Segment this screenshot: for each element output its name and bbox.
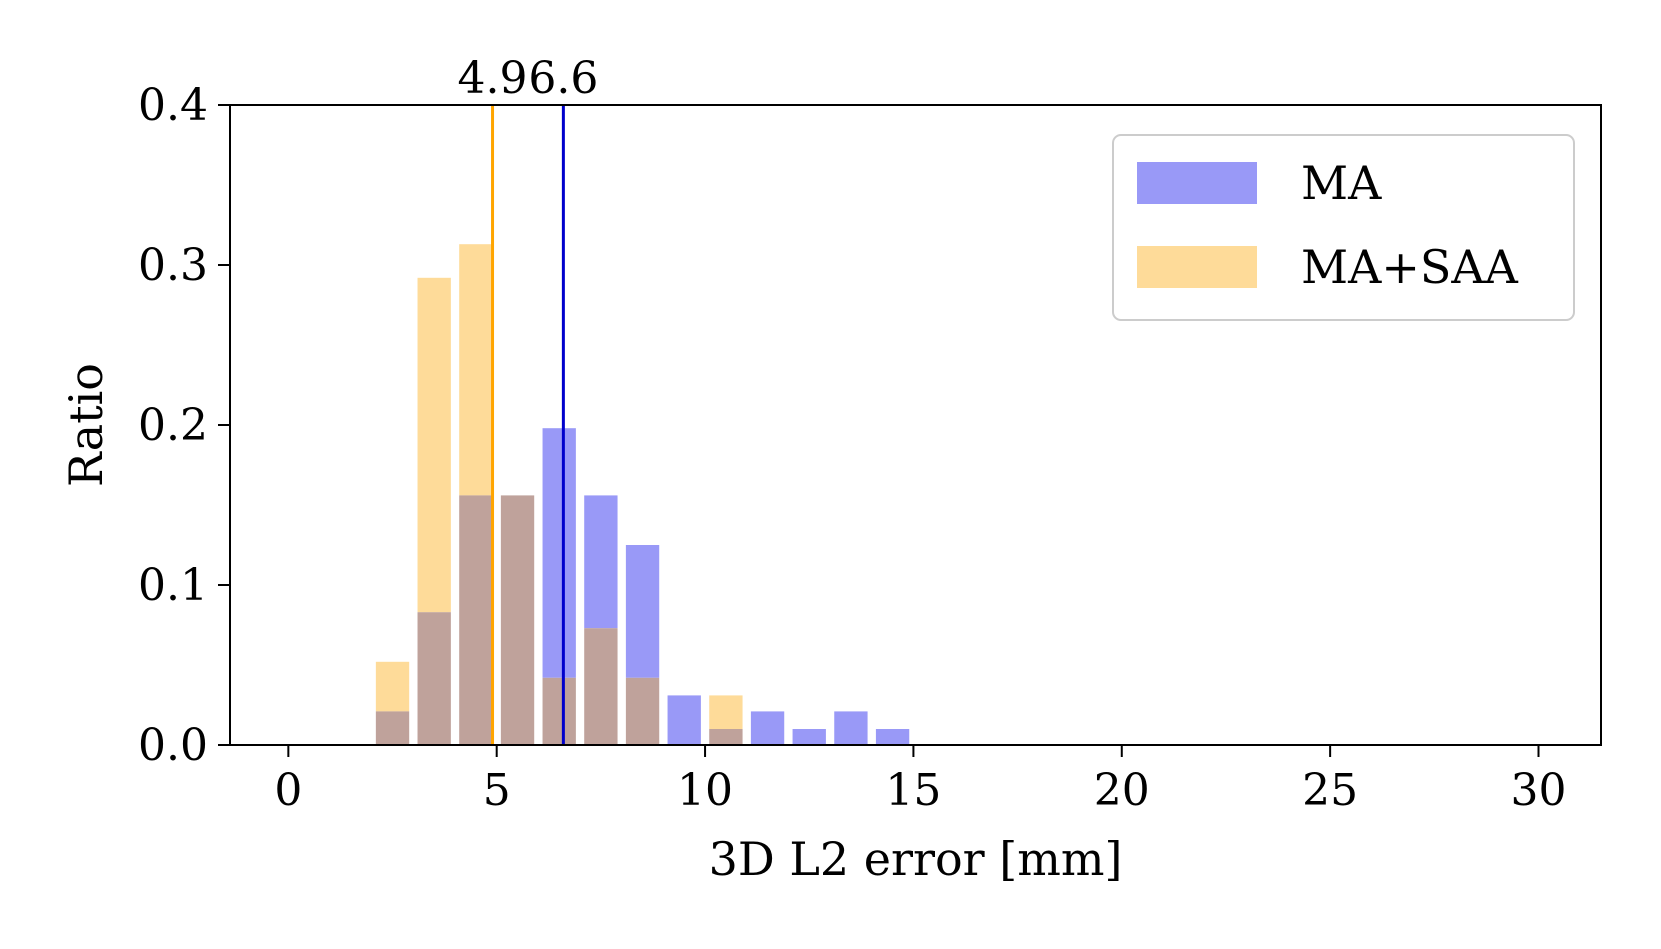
- bar-ma: [792, 729, 826, 745]
- bars-layer: [375, 244, 910, 745]
- x-tick-label: 20: [1094, 765, 1150, 816]
- bar-ma-saa: [459, 244, 493, 496]
- y-axis: 0.0 0.1 0.2 0.3 0.4: [138, 80, 230, 771]
- legend-label: MA+SAA: [1301, 240, 1519, 294]
- bar-ma: [584, 495, 618, 629]
- x-tick-label: 15: [885, 765, 941, 816]
- bar-ma: [542, 428, 576, 678]
- bar-ma: [875, 729, 910, 745]
- bar-ma-saa: [709, 695, 743, 729]
- x-tick-label: 0: [274, 765, 302, 816]
- x-tick-label: 25: [1302, 765, 1358, 816]
- y-tick-label: 0.1: [138, 560, 208, 611]
- x-tick-label: 5: [483, 765, 511, 816]
- x-axis-label: 3D L2 error [mm]: [709, 832, 1123, 886]
- mean-lines-layer: 4.9 6.6: [458, 53, 598, 745]
- y-axis-label: Ratio: [59, 363, 113, 487]
- bar-ma: [667, 695, 701, 745]
- bar-ma-saa: [417, 277, 451, 613]
- bar-overlap: [709, 729, 743, 745]
- legend: MA MA+SAA: [1112, 134, 1575, 321]
- bar-ma: [750, 711, 785, 745]
- bar-overlap: [584, 628, 618, 745]
- legend-swatch: [1137, 162, 1257, 204]
- bar-ma-saa: [375, 661, 410, 712]
- bar-overlap: [500, 495, 535, 745]
- bar-overlap: [417, 612, 451, 745]
- bar-overlap: [542, 677, 576, 745]
- x-tick-label: 10: [677, 765, 733, 816]
- y-tick-label: 0.2: [138, 400, 208, 451]
- bar-overlap: [459, 495, 493, 745]
- y-tick-label: 0.0: [138, 720, 208, 771]
- y-tick-label: 0.3: [138, 240, 208, 291]
- legend-label: MA: [1301, 156, 1382, 210]
- x-tick-label: 30: [1510, 765, 1566, 816]
- mean-line-label: 4.9: [458, 53, 528, 104]
- bar-overlap: [625, 677, 660, 745]
- bar-overlap: [375, 711, 410, 745]
- x-axis: 0 5 10 15 20 25 30: [274, 745, 1566, 816]
- bar-ma: [834, 711, 868, 745]
- mean-line-label: 6.6: [528, 53, 598, 104]
- bar-ma: [625, 545, 660, 678]
- legend-swatch: [1137, 246, 1257, 288]
- y-tick-label: 0.4: [138, 80, 208, 131]
